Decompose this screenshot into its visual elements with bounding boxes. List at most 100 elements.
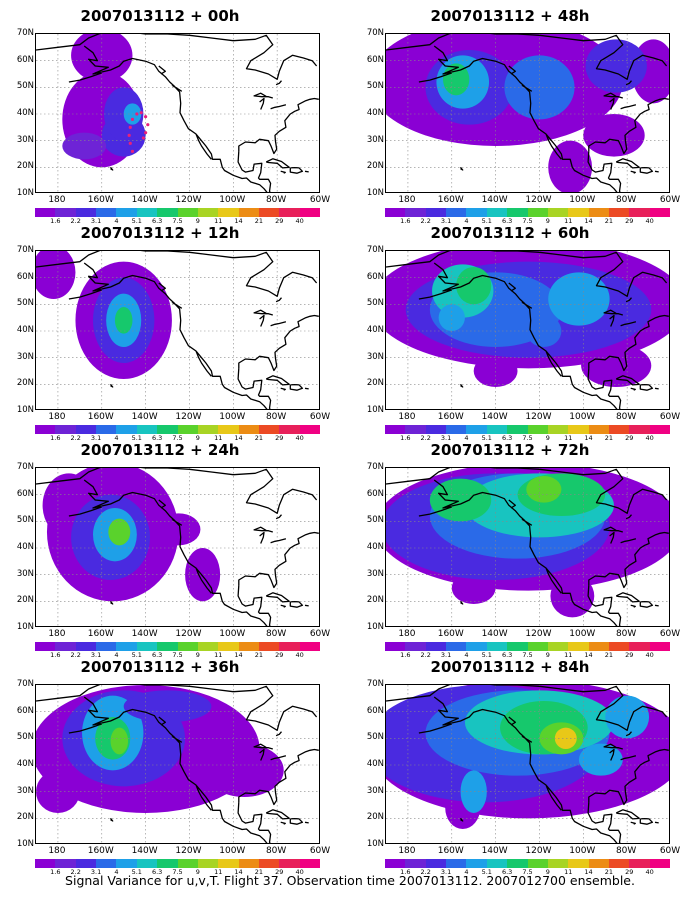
colorbar-label: 6.3 bbox=[501, 651, 513, 659]
colorbar-label: 21 bbox=[604, 434, 614, 442]
colorbar-label: 9 bbox=[195, 434, 200, 442]
latitude-label: 50N bbox=[366, 81, 384, 92]
colorbar-swatch bbox=[177, 208, 198, 217]
latitude-label: 60N bbox=[366, 271, 384, 282]
colorbar-label: 29 bbox=[625, 651, 634, 659]
colorbar-swatch bbox=[279, 859, 300, 868]
map-svg bbox=[36, 251, 319, 409]
latitude-label: 50N bbox=[16, 81, 34, 92]
latitude-label: 60N bbox=[16, 271, 34, 282]
colorbar-swatch bbox=[238, 425, 259, 434]
latitude-label: 20N bbox=[16, 595, 34, 606]
colorbar-label: 29 bbox=[275, 651, 284, 659]
colorbar-swatch bbox=[218, 425, 239, 434]
colorbar-swatch bbox=[568, 642, 589, 651]
colorbar-swatch bbox=[197, 642, 219, 651]
latitude-label: 60N bbox=[366, 488, 384, 499]
colorbar-label: 1.6 bbox=[400, 434, 411, 442]
colorbar-swatch bbox=[258, 642, 280, 651]
forecast-panel: 2007013112 + 12h 70N 60N 50N 40N 30N 20N 10N 180… bbox=[0, 222, 340, 442]
longitude-label: 60W bbox=[659, 846, 681, 856]
colorbar-label: 9 bbox=[545, 217, 550, 225]
panel-title: 2007013112 + 24h bbox=[80, 441, 240, 459]
colorbar-label: 1.6 bbox=[400, 868, 411, 876]
variance-contour bbox=[451, 572, 496, 604]
colorbar bbox=[385, 859, 671, 868]
colorbar-swatch bbox=[527, 642, 548, 651]
colorbar-swatch bbox=[177, 425, 198, 434]
latitude-label: 30N bbox=[366, 785, 384, 796]
colorbar-label: 6.3 bbox=[151, 217, 163, 225]
forecast-panel: 2007013112 + 24h 70N 60N 50N 40N 30N 20N 10N 180… bbox=[0, 439, 340, 659]
latitude-label: 30N bbox=[16, 568, 34, 579]
longitude-label: 80W bbox=[265, 412, 287, 422]
colorbar-label: 2.2 bbox=[420, 217, 431, 225]
colorbar-label: 1.6 bbox=[50, 651, 61, 659]
colorbar-swatch bbox=[197, 425, 219, 434]
colorbar-labels: 1.6 2.2 3.1 4 5.1 6.3 7.5 9 11 14 21 29 40 bbox=[385, 868, 670, 877]
colorbar-labels: 1.6 2.2 3.1 4 5.1 6.3 7.5 9 11 14 21 29 40 bbox=[35, 217, 320, 226]
latitude-label: 20N bbox=[16, 378, 34, 389]
variance-contour bbox=[581, 344, 652, 387]
colorbar-swatch bbox=[238, 208, 259, 217]
colorbar-swatch bbox=[588, 208, 609, 217]
colorbar-label: 2.2 bbox=[420, 651, 431, 659]
colorbar-label: 11 bbox=[214, 434, 223, 442]
variance-map bbox=[385, 467, 670, 627]
colorbar-swatch bbox=[116, 859, 137, 868]
colorbar-label: 7.5 bbox=[172, 217, 183, 225]
latitude-label: 60N bbox=[366, 705, 384, 716]
colorbar-label: 6.3 bbox=[151, 651, 163, 659]
colorbar-label: 2.2 bbox=[70, 217, 81, 225]
colorbar-label: 29 bbox=[625, 868, 634, 876]
colorbar-swatch bbox=[75, 425, 97, 434]
latitude-label: 50N bbox=[366, 298, 384, 309]
colorbar-label: 40 bbox=[645, 868, 654, 876]
colorbar-label: 5.1 bbox=[481, 868, 492, 876]
coastline bbox=[386, 251, 669, 409]
longitude-label: 120W bbox=[175, 195, 202, 205]
colorbar-label: 6.3 bbox=[501, 868, 513, 876]
colorbar-swatch bbox=[629, 425, 650, 434]
latitude-label: 10N bbox=[16, 405, 34, 415]
flight-track-point bbox=[146, 123, 150, 127]
latitude-label: 10N bbox=[366, 839, 384, 849]
latitude-label: 50N bbox=[366, 732, 384, 743]
colorbar-label: 4 bbox=[464, 217, 469, 225]
colorbar-swatch bbox=[299, 859, 321, 868]
latitude-label: 20N bbox=[366, 161, 384, 172]
colorbar-label: 11 bbox=[564, 434, 573, 442]
colorbar-swatch bbox=[136, 425, 158, 434]
colorbar-labels: 1.6 2.2 3.1 4 5.1 6.3 7.5 9 11 14 21 29 40 bbox=[385, 434, 670, 443]
colorbar-swatch bbox=[507, 208, 528, 217]
colorbar-swatch bbox=[299, 208, 321, 217]
colorbar-label: 1.6 bbox=[400, 217, 411, 225]
colorbar-swatch bbox=[649, 425, 671, 434]
latitude-label: 70N bbox=[16, 679, 34, 689]
colorbar-swatch bbox=[588, 425, 609, 434]
coastline bbox=[36, 468, 319, 626]
colorbar-label: 5.1 bbox=[131, 217, 142, 225]
colorbar-swatch bbox=[238, 859, 259, 868]
longitude-label: 120W bbox=[175, 412, 202, 422]
colorbar-label: 3.1 bbox=[440, 434, 452, 442]
colorbar-label: 21 bbox=[254, 868, 264, 876]
map-svg bbox=[36, 34, 319, 192]
longitude-label: 80W bbox=[615, 846, 637, 856]
flight-track-point bbox=[130, 117, 135, 121]
latitude-label: 70N bbox=[16, 245, 34, 255]
colorbar-label: 21 bbox=[604, 217, 614, 225]
colorbar-label: 5.1 bbox=[481, 434, 492, 442]
flight-track-point bbox=[135, 112, 139, 116]
colorbar-swatch bbox=[55, 859, 76, 868]
map-svg bbox=[36, 468, 319, 626]
longitude-label: 100W bbox=[219, 846, 246, 856]
latitude-label: 10N bbox=[366, 405, 384, 415]
colorbar-label: 7.5 bbox=[172, 868, 183, 876]
variance-contour bbox=[554, 727, 577, 749]
longitude-label: 60W bbox=[309, 195, 331, 205]
colorbar-swatch bbox=[258, 208, 280, 217]
colorbar-label: 29 bbox=[275, 434, 284, 442]
longitude-label: 60W bbox=[309, 412, 331, 422]
latitude-label: 40N bbox=[366, 542, 384, 552]
